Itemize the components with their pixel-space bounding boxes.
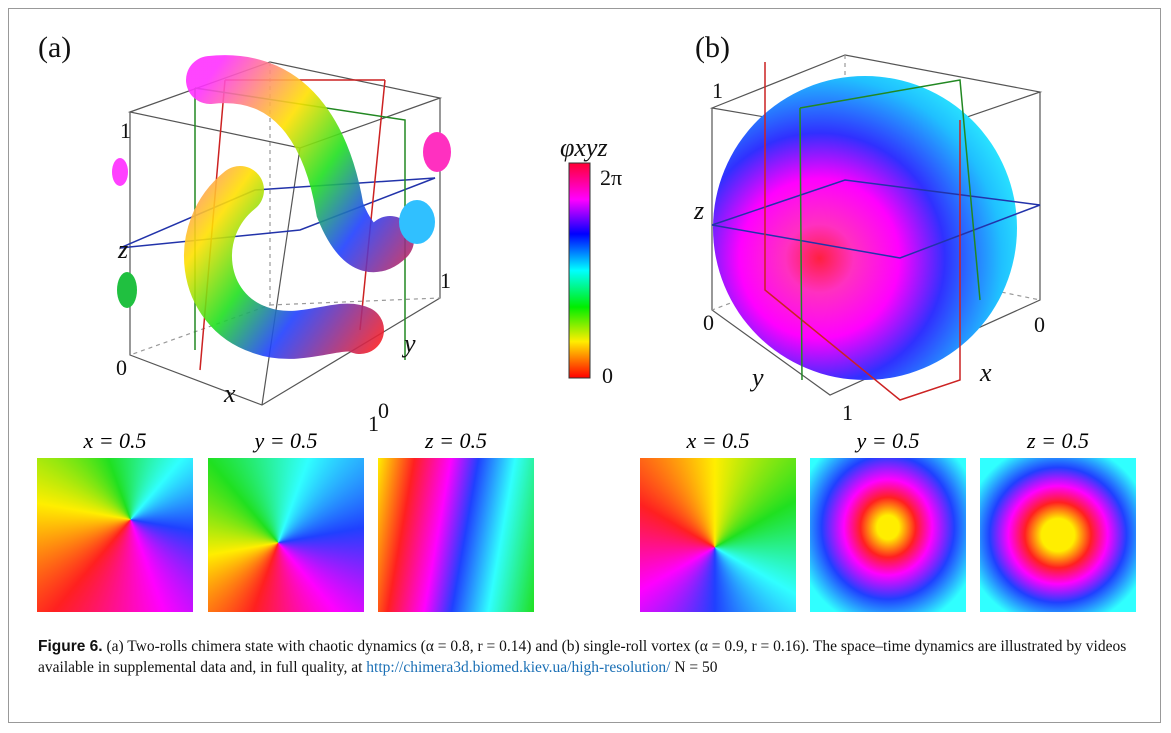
tick-label: 1 [440,268,451,293]
slice-title: x = 0.5 [83,428,147,453]
axis-label: x [223,379,236,408]
chimera-rolls [184,55,414,359]
vortex-sphere [713,76,1017,380]
axis-label: z [693,196,704,225]
slice-title: y = 0.5 [254,428,318,453]
slice-image [208,458,364,612]
axis-label: y [401,329,416,358]
caption-text: (a) Two-rolls chimera state with chaotic… [38,638,1127,676]
slice-title: z = 0.5 [1027,428,1089,453]
edge-blobs [112,132,451,308]
axis-label: z [117,235,128,264]
caption-label: Figure 6. [38,638,103,655]
colorbar-label: φxyz [560,133,608,162]
axis-label: y [749,363,764,392]
slice-image [980,458,1136,612]
frame [8,8,1161,723]
tick-label: 1 [712,78,723,103]
tick-label: 0 [116,355,127,380]
caption: Figure 6. (a) Two-rolls chimera state wi… [38,636,1138,678]
tick-label: 0 [378,398,389,423]
colorbar-tick: 0 [602,363,613,388]
slice-plane-x [764,62,961,401]
tick-label: 1 [368,411,379,436]
slice-image [810,458,966,612]
tick-label: 1 [842,400,853,425]
slice-title: z = 0.5 [425,428,487,453]
tick-label: 0 [703,310,714,335]
tick-label: 1 [120,118,131,143]
tick-label: 0 [1034,312,1045,337]
slice-title: y = 0.5 [856,428,920,453]
panel-label: (b) [695,31,730,64]
caption-tail: N = 50 [674,659,718,676]
colorbar-tick: 2π [600,165,622,190]
panel-label: (a) [38,31,71,64]
slice-title: x = 0.5 [686,428,750,453]
slice-image [640,458,796,612]
caption-link[interactable]: http://chimera3d.biomed.kiev.ua/high-res… [366,659,671,676]
slice-plane-y [799,79,981,381]
slice-image [378,458,534,612]
slice-image [37,458,193,612]
colorbar [568,162,591,379]
axis-label: x [979,358,992,387]
